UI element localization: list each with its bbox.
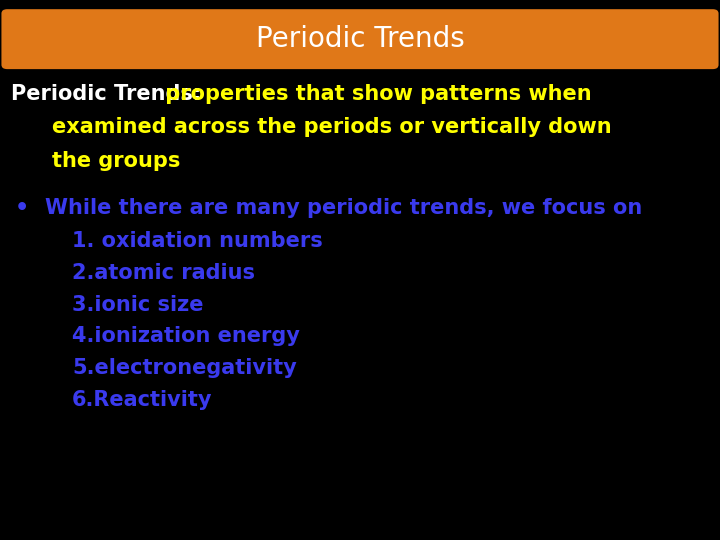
Text: 1. oxidation numbers: 1. oxidation numbers <box>72 231 323 251</box>
Text: examined across the periods or vertically down: examined across the periods or verticall… <box>52 117 611 137</box>
Text: 5.electronegativity: 5.electronegativity <box>72 358 297 378</box>
Text: While there are many periodic trends, we focus on: While there are many periodic trends, we… <box>45 198 643 218</box>
Text: 6.Reactivity: 6.Reactivity <box>72 390 212 410</box>
Text: Periodic Trends: Periodic Trends <box>256 25 464 53</box>
Text: 4.ionization energy: 4.ionization energy <box>72 326 300 347</box>
Text: Periodic Trends:: Periodic Trends: <box>11 84 201 104</box>
Text: properties that show patterns when: properties that show patterns when <box>158 84 592 104</box>
Text: 2.atomic radius: 2.atomic radius <box>72 263 255 283</box>
Text: the groups: the groups <box>52 151 180 171</box>
Text: •: • <box>14 198 29 218</box>
FancyBboxPatch shape <box>1 9 719 69</box>
Text: 3.ionic size: 3.ionic size <box>72 295 204 315</box>
